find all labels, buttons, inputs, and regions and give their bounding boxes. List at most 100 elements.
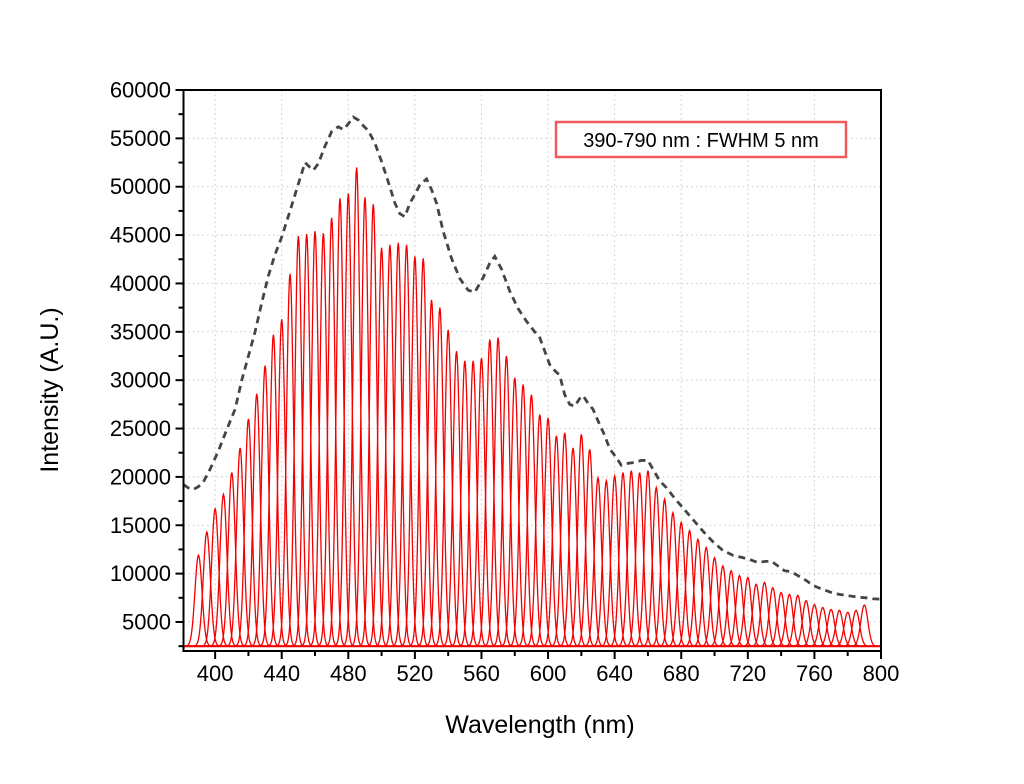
gaussian-peak-trace: [234, 418, 263, 647]
x-tick-label: 520: [397, 661, 434, 686]
gaussian-peak-trace: [483, 337, 513, 647]
plot-frame: [182, 89, 882, 652]
gaussian-peak-trace: [833, 611, 862, 647]
gaussian-peak-trace: [433, 329, 463, 647]
gaussian-peak-trace: [350, 197, 380, 647]
gaussian-peak-trace: [300, 231, 330, 647]
gaussian-peak-trace: [816, 608, 846, 647]
y-tick-label: 55000: [110, 126, 171, 151]
gaussian-peak-trace: [575, 449, 604, 647]
legend: 390-790 nm : FWHM 5 nm: [554, 120, 848, 159]
gaussian-peak-trace: [625, 472, 654, 647]
y-tick-label: 45000: [110, 223, 171, 248]
gaussian-peak-trace: [292, 234, 321, 647]
x-tick-label: 600: [530, 661, 567, 686]
gaussian-peak-trace: [700, 556, 729, 647]
gaussian-peak-trace: [775, 593, 804, 647]
x-tick-label: 400: [197, 661, 234, 686]
gaussian-peak-trace: [517, 394, 546, 647]
gaussian-peak-trace: [808, 606, 837, 647]
gaussian-peak-trace: [783, 594, 812, 647]
gaussian-peak-trace: [367, 247, 396, 647]
gaussian-peak-trace: [458, 360, 488, 647]
gaussian-peak-trace: [309, 233, 338, 647]
x-tick-label: 440: [263, 661, 300, 686]
gaussian-peak-trace: [492, 355, 521, 647]
gaussian-peak-trace: [600, 473, 629, 647]
gaussian-peak-trace: [633, 470, 663, 647]
gaussian-peak-trace: [383, 242, 413, 647]
gaussian-peak-trace: [475, 339, 505, 647]
y-tick-label: 20000: [110, 464, 171, 489]
gaussian-peak-trace: [825, 609, 854, 647]
gaussian-peak-trace: [733, 576, 763, 647]
gaussian-peak-trace: [425, 307, 455, 647]
x-tick-label: 800: [863, 661, 900, 686]
gaussian-peak-trace: [192, 530, 222, 647]
gaussian-peak-trace: [642, 485, 671, 647]
tick-labels: 400 440 480 520 560 600 640 680 720 760 800 5000 100…: [110, 78, 900, 687]
gaussian-peak-trace: [658, 510, 688, 647]
axis-ticks: [175, 89, 882, 659]
gaussian-peak-trace: [692, 545, 721, 647]
gaussian-peak-trace: [325, 198, 355, 647]
gaussian-peak-trace: [791, 599, 821, 647]
y-tick-label: 40000: [110, 271, 171, 296]
legend-box: [554, 120, 848, 159]
gaussian-peak-trace: [750, 581, 779, 647]
gaussian-peak-trace: [392, 244, 421, 647]
gaussian-peak-trace: [417, 299, 446, 647]
y-tick-label: 5000: [122, 609, 171, 634]
gaussian-peak-trace: [217, 472, 246, 647]
gaussian-peak-trace: [592, 478, 621, 647]
gaussian-peak-trace: [683, 537, 713, 647]
x-tick-label: 720: [729, 661, 766, 686]
gaussian-peak-trace: [242, 393, 271, 647]
x-tick-label: 560: [463, 661, 500, 686]
gaussian-peak-trace: [608, 472, 638, 647]
gaussian-peak-trace: [267, 319, 296, 647]
gaussian-peak-trace: [741, 583, 771, 647]
gaussian-peak-trace: [275, 273, 305, 647]
legend-label: 390-790 nm : FWHM 5 nm: [583, 130, 819, 152]
y-axis-title: Intensity (A.U.): [36, 307, 64, 472]
gaussian-peak-trace: [284, 235, 313, 647]
gaussian-peak-trace: [533, 417, 563, 647]
gaussian-peak-trace: [617, 470, 646, 647]
y-tick-label: 50000: [110, 174, 171, 199]
x-tick-label: 640: [596, 661, 633, 686]
y-tick-label: 25000: [110, 416, 171, 441]
gaussian-peak-trace: [558, 447, 588, 647]
gaussian-peak-trace: [225, 447, 255, 647]
gaussian-peak-trace: [675, 528, 704, 647]
gaussian-peak-trace: [758, 586, 787, 647]
gaussian-peak-trace: [717, 569, 746, 647]
gaussian-peak-trace: [667, 520, 696, 647]
x-axis-title: Wavelength (nm): [445, 711, 634, 739]
gaussian-peak-trace: [766, 591, 796, 647]
y-tick-label: 15000: [110, 513, 171, 538]
gaussian-peak-trace: [583, 475, 613, 647]
x-tick-label: 480: [330, 661, 367, 686]
gaussian-peak-trace: [725, 574, 754, 647]
peaks-series: [183, 167, 881, 648]
gaussian-peak-trace: [250, 365, 280, 647]
gaussian-peak-trace: [800, 603, 829, 647]
gaussian-peak-trace: [508, 384, 538, 647]
gaussian-peak-trace: [317, 217, 346, 647]
gaussian-peak-trace: [850, 604, 879, 647]
gaussian-peak-trace: [450, 360, 480, 647]
gaussian-peak-trace: [184, 553, 213, 647]
gaussian-peak-trace: [500, 377, 529, 647]
gaussian-peak-trace: [567, 434, 596, 647]
gaussian-peak-trace: [209, 491, 238, 647]
x-tick-label: 760: [796, 661, 833, 686]
gaussian-peak-trace: [442, 351, 471, 647]
gaussian-peak-trace: [650, 496, 679, 647]
gaussian-peak-trace: [200, 506, 230, 647]
gaussian-peak-trace: [550, 432, 579, 647]
gaussian-peak-trace: [408, 258, 438, 647]
gaussian-peak-trace: [525, 414, 554, 647]
y-tick-label: 30000: [110, 368, 171, 393]
